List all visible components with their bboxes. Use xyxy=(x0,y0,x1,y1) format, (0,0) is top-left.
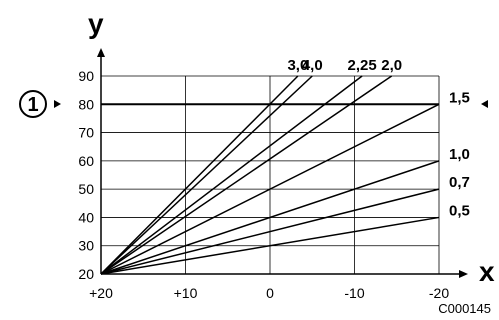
y-axis-arrow-icon xyxy=(97,48,105,57)
series-label: 2,25 xyxy=(348,57,377,74)
callout-marker: 1 xyxy=(19,90,61,118)
y-axis-label: y xyxy=(88,8,104,39)
series-line xyxy=(100,75,393,275)
x-tick-label: +20 xyxy=(89,285,113,301)
series-line xyxy=(100,75,299,275)
series-1-5-arrow-icon xyxy=(481,100,488,108)
tick-labels: 20 30 40 50 60 70 80 90 +20 +10 0 -10 -20 xyxy=(78,68,449,301)
y-tick-label: 60 xyxy=(78,153,94,169)
y-tick-label: 70 xyxy=(78,125,94,141)
callout-number: 1 xyxy=(27,94,38,116)
series-line xyxy=(100,160,440,275)
series-line xyxy=(100,103,440,275)
x-tick-label: -20 xyxy=(429,285,449,301)
x-tick-label: 0 xyxy=(266,285,274,301)
x-tick-label: +10 xyxy=(174,285,198,301)
y-tick-label: 20 xyxy=(78,266,94,282)
y-tick-label: 50 xyxy=(78,181,94,197)
series-line xyxy=(100,75,363,275)
x-axis-label: x xyxy=(479,256,495,287)
series-labels: 4,03,0 2,25 2,0 1,5 1,0 0,7 0,5 xyxy=(287,57,469,219)
figure-code: C000145 xyxy=(438,301,491,316)
axes xyxy=(97,48,468,278)
y-tick-label: 40 xyxy=(78,209,94,225)
series-line xyxy=(100,75,313,275)
series-lines xyxy=(100,75,440,275)
y-tick-label: 30 xyxy=(78,238,94,254)
series-label: 0,7 xyxy=(449,174,470,191)
series-label: 0,5 xyxy=(449,202,470,219)
y-tick-label: 90 xyxy=(78,68,94,84)
series-label: 1,5 xyxy=(449,89,470,106)
series-line xyxy=(100,216,440,275)
series-label: 2,0 xyxy=(381,57,402,74)
callout-arrow-icon xyxy=(54,100,61,108)
x-axis-arrow-icon xyxy=(459,270,468,278)
series-line xyxy=(100,188,440,275)
y-tick-label: 80 xyxy=(78,96,94,112)
callout-circle xyxy=(19,90,47,118)
series-label: 4,0 xyxy=(302,57,323,74)
x-tick-label: -10 xyxy=(344,285,364,301)
series-label: 1,0 xyxy=(449,146,470,163)
grid-lines xyxy=(101,75,440,274)
series-label: 3,0 xyxy=(287,57,308,74)
